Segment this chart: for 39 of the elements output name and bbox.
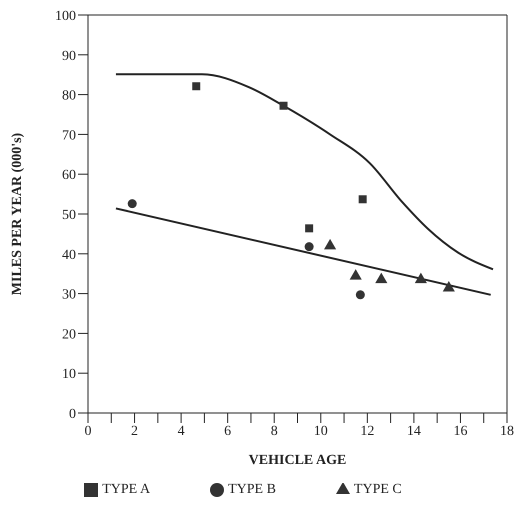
line-series xyxy=(114,73,494,270)
y-tick-label: 90 xyxy=(62,48,76,64)
point xyxy=(305,224,314,232)
point xyxy=(414,272,427,284)
point xyxy=(358,195,367,204)
legend-label: TYPE C xyxy=(354,482,402,497)
point xyxy=(324,238,336,250)
y-tick-label: 40 xyxy=(62,248,76,263)
x-axis-title: VEHICLE AGE xyxy=(248,453,346,468)
y-tick-label: 100 xyxy=(55,8,76,24)
point xyxy=(375,272,388,284)
point xyxy=(442,281,455,292)
x-tick-label: 8 xyxy=(270,424,278,439)
legend-label: TYPE B xyxy=(228,482,276,497)
x-tick-label: 4 xyxy=(178,424,185,439)
point xyxy=(128,199,137,208)
point xyxy=(192,82,200,90)
legend-label: TYPE A xyxy=(102,482,150,497)
x-tick-label: 16 xyxy=(453,424,468,439)
y-axis-title: MILES PER YEAR (000's) xyxy=(10,132,25,296)
x-tick-label: 2 xyxy=(131,424,138,439)
y-tick-label: 10 xyxy=(62,367,76,382)
y-tick-label: 20 xyxy=(62,327,76,342)
point xyxy=(356,290,365,300)
x-tick-label: 0 xyxy=(84,424,92,439)
point xyxy=(304,242,314,252)
x-tick-label: 10 xyxy=(314,424,328,439)
y-tick-label: 80 xyxy=(62,88,76,104)
x-tick-label: 6 xyxy=(224,424,232,439)
y-tick-label: 60 xyxy=(62,168,76,184)
y-tick-label: 0 xyxy=(69,406,76,422)
x-tick-label: 12 xyxy=(360,424,374,439)
y-tick-label: 70 xyxy=(62,128,76,144)
point xyxy=(280,102,288,110)
point xyxy=(350,269,362,280)
x-tick-label: 14 xyxy=(406,424,421,439)
y-tick-label: 50 xyxy=(62,208,76,223)
y-tick-label: 30 xyxy=(62,288,76,303)
x-tick-label: 18 xyxy=(500,424,514,439)
